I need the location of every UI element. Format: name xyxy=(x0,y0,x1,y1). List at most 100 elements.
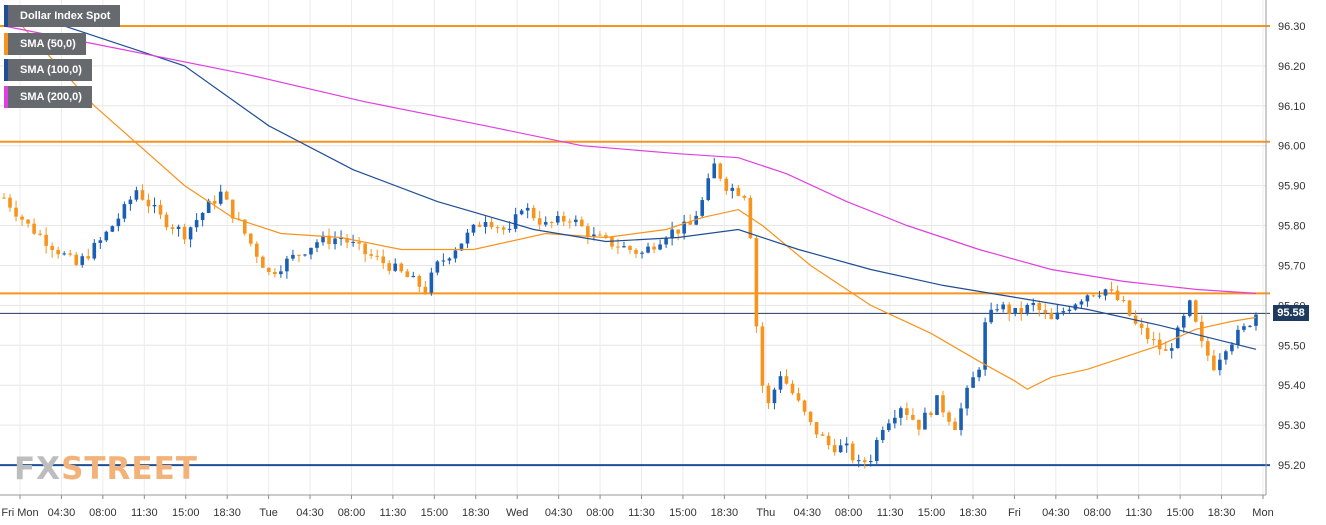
candle-body xyxy=(345,238,349,243)
candle-body xyxy=(38,233,42,235)
candle-body xyxy=(267,267,271,272)
candle-body xyxy=(856,460,861,462)
candle-body xyxy=(62,253,66,255)
candle-body xyxy=(86,256,91,259)
candle-body xyxy=(1097,295,1102,297)
legend-sma50[interactable]: SMA (50,0) xyxy=(4,33,86,55)
legend-sma100[interactable]: SMA (100,0) xyxy=(4,59,92,81)
candle-body xyxy=(255,243,259,257)
candle-body xyxy=(327,235,331,245)
candle-body xyxy=(1037,302,1042,310)
candle-body xyxy=(459,243,464,251)
candle-body xyxy=(868,461,873,463)
candle-body xyxy=(598,234,602,236)
watermark-street: STREET xyxy=(61,451,198,487)
x-tick-label: 15:00 xyxy=(421,507,449,519)
candle-body xyxy=(652,246,656,250)
candle-body xyxy=(1163,349,1168,351)
candle-body xyxy=(525,207,530,211)
candle-body xyxy=(766,385,771,404)
candle-body xyxy=(808,411,813,423)
x-tick-label: Thu xyxy=(756,507,775,519)
candle-body xyxy=(411,275,416,278)
candle-body xyxy=(592,234,596,237)
candle-body xyxy=(128,199,133,205)
candle-body xyxy=(194,220,199,228)
candle-body xyxy=(1193,300,1198,322)
candle-body xyxy=(820,434,825,436)
candle-body xyxy=(965,387,969,409)
candle-body xyxy=(1007,304,1011,314)
x-tick-label: 15:00 xyxy=(1166,507,1194,519)
candle-body xyxy=(14,207,18,217)
candle-body xyxy=(983,322,987,370)
candle-body xyxy=(297,254,301,256)
candle-body xyxy=(718,163,723,179)
candle-body xyxy=(1169,348,1174,351)
candle-body xyxy=(176,226,181,229)
candle-body xyxy=(465,232,470,244)
candle-body xyxy=(802,400,807,412)
candle-body xyxy=(1145,327,1150,340)
candle-body xyxy=(604,235,608,237)
candle-body xyxy=(1103,289,1108,296)
x-tick-label: 08:00 xyxy=(1084,507,1112,519)
candle-body xyxy=(1230,344,1234,352)
candle-body xyxy=(838,445,843,453)
candle-body xyxy=(92,242,97,259)
candle-body xyxy=(959,408,963,431)
candle-body xyxy=(784,376,789,384)
candle-body xyxy=(989,309,993,323)
y-tick-label: 96.00 xyxy=(1278,141,1306,153)
candle-body xyxy=(917,419,921,430)
candle-body xyxy=(874,440,879,462)
candle-body xyxy=(537,218,542,225)
x-tick-label: 18:30 xyxy=(711,507,739,519)
candle-body xyxy=(616,246,620,248)
candle-body xyxy=(158,204,163,215)
x-tick-label: 15:00 xyxy=(172,507,200,519)
candle-body xyxy=(363,243,367,255)
candle-body xyxy=(941,395,945,413)
candle-body xyxy=(146,199,151,207)
candle-body xyxy=(134,190,139,200)
candle-body xyxy=(218,191,223,204)
candle-body xyxy=(1254,314,1258,326)
candle-body xyxy=(20,216,24,220)
candle-body xyxy=(315,242,319,248)
candle-body xyxy=(887,423,891,431)
candle-body xyxy=(664,238,668,245)
candle-body xyxy=(911,414,915,420)
x-tick-label: Mon xyxy=(1252,507,1273,519)
candle-body xyxy=(1187,300,1192,316)
candle-body xyxy=(1181,315,1186,328)
candle-body xyxy=(140,190,145,200)
candle-body xyxy=(339,238,343,240)
x-tick-label: 08:00 xyxy=(89,507,117,519)
candle-body xyxy=(670,229,674,239)
y-tick-label: 96.10 xyxy=(1278,101,1306,113)
x-tick-label: 08:00 xyxy=(586,507,614,519)
candle-body xyxy=(682,221,686,234)
candle-body xyxy=(905,408,909,415)
y-tick-label: 96.20 xyxy=(1278,61,1306,73)
candle-body xyxy=(429,272,434,293)
candle-body xyxy=(351,242,355,244)
y-tick-label: 95.40 xyxy=(1278,380,1306,392)
x-tick-label: 11:30 xyxy=(628,507,655,519)
candle-body xyxy=(309,247,313,255)
legend-sma200[interactable]: SMA (200,0) xyxy=(4,86,92,108)
x-tick-label: 04:30 xyxy=(793,507,821,519)
candle-body xyxy=(971,377,975,388)
candle-body xyxy=(1224,351,1228,360)
candle-body xyxy=(333,238,337,245)
y-tick-label: 95.50 xyxy=(1278,340,1306,352)
candle-body xyxy=(850,443,855,461)
x-tick-label: 11:30 xyxy=(1125,507,1152,519)
candle-body xyxy=(760,326,765,386)
candle-body xyxy=(561,216,566,222)
y-tick-label: 95.90 xyxy=(1278,181,1306,193)
candle-body xyxy=(423,286,428,293)
candle-body xyxy=(519,210,524,215)
legend-instrument[interactable]: Dollar Index Spot xyxy=(4,5,121,27)
